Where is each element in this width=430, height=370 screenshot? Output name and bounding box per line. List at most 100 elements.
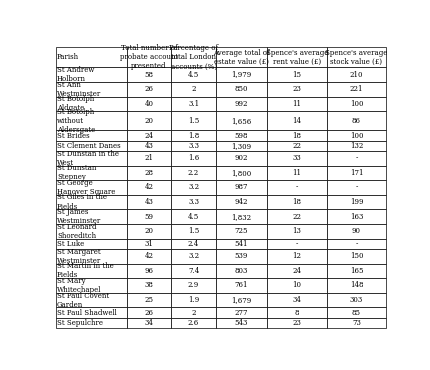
Bar [55, 209, 126, 224]
Text: St Luke: St Luke [57, 240, 84, 248]
Bar [326, 131, 385, 141]
Bar [171, 224, 215, 239]
Bar [215, 263, 267, 278]
Bar [215, 249, 267, 263]
Text: 543: 543 [234, 319, 248, 327]
Text: 992: 992 [234, 100, 248, 108]
Text: 987: 987 [234, 184, 248, 191]
Text: 20: 20 [144, 117, 153, 125]
Text: 150: 150 [349, 252, 362, 260]
Text: St Brides: St Brides [57, 132, 89, 139]
Text: 1.8: 1.8 [187, 132, 199, 139]
Text: 3.3: 3.3 [187, 142, 199, 150]
Text: St Dunstan
Stepney: St Dunstan Stepney [57, 164, 96, 181]
Text: St Ann
Westminster: St Ann Westminster [57, 81, 101, 98]
Text: 23: 23 [292, 85, 301, 93]
Bar [126, 278, 171, 293]
Text: 96: 96 [144, 267, 153, 275]
Bar [126, 307, 171, 318]
Text: 3.2: 3.2 [187, 252, 199, 260]
Bar [126, 180, 171, 195]
Bar [267, 209, 326, 224]
Text: 1,309: 1,309 [231, 142, 251, 150]
Text: 11: 11 [292, 100, 301, 108]
Text: -: - [354, 184, 357, 191]
Text: 1,979: 1,979 [231, 71, 251, 78]
Bar [215, 82, 267, 97]
Bar [326, 278, 385, 293]
Bar [171, 278, 215, 293]
Text: 34: 34 [292, 296, 301, 304]
Text: 1.5: 1.5 [187, 117, 199, 125]
Text: 541: 541 [234, 240, 248, 248]
Text: 11: 11 [292, 169, 301, 177]
Bar [267, 278, 326, 293]
Text: St George
Hanover Square: St George Hanover Square [57, 179, 115, 196]
Text: 12: 12 [292, 252, 301, 260]
Text: 1.6: 1.6 [187, 154, 199, 162]
Bar [215, 307, 267, 318]
Text: 171: 171 [349, 169, 362, 177]
Bar [55, 195, 126, 209]
Text: 22: 22 [292, 213, 301, 221]
Bar [55, 151, 126, 165]
Bar [326, 209, 385, 224]
Text: 20: 20 [144, 227, 153, 235]
Text: 58: 58 [144, 71, 153, 78]
Text: 1,800: 1,800 [231, 169, 251, 177]
Bar [55, 278, 126, 293]
Bar [326, 82, 385, 97]
Bar [171, 249, 215, 263]
Text: 8: 8 [294, 309, 298, 317]
Bar [267, 131, 326, 141]
Text: 85: 85 [351, 309, 360, 317]
Bar [171, 131, 215, 141]
Bar [267, 307, 326, 318]
Bar [267, 195, 326, 209]
Text: Spence's average
rent value (£): Spence's average rent value (£) [265, 49, 327, 66]
Bar [215, 278, 267, 293]
Bar [55, 47, 126, 67]
Bar [171, 209, 215, 224]
Text: 1.5: 1.5 [187, 227, 199, 235]
Bar [171, 293, 215, 307]
Bar [126, 131, 171, 141]
Text: 199: 199 [349, 198, 362, 206]
Text: 2.9: 2.9 [187, 282, 199, 289]
Text: 24: 24 [292, 267, 301, 275]
Bar [267, 263, 326, 278]
Text: 1.9: 1.9 [187, 296, 199, 304]
Bar [215, 97, 267, 111]
Text: 148: 148 [349, 282, 362, 289]
Bar [326, 165, 385, 180]
Text: 23: 23 [292, 319, 301, 327]
Text: 21: 21 [144, 154, 153, 162]
Bar [215, 224, 267, 239]
Bar [326, 318, 385, 328]
Bar [267, 97, 326, 111]
Text: 761: 761 [234, 282, 248, 289]
Text: St Leonard
Shoreditch: St Leonard Shoreditch [57, 223, 96, 240]
Text: -: - [354, 154, 357, 162]
Text: 132: 132 [349, 142, 362, 150]
Text: -: - [354, 240, 357, 248]
Text: 34: 34 [144, 319, 153, 327]
Bar [55, 263, 126, 278]
Text: 18: 18 [292, 198, 301, 206]
Bar [215, 67, 267, 82]
Bar [215, 209, 267, 224]
Text: 1,832: 1,832 [231, 213, 251, 221]
Text: 26: 26 [144, 85, 153, 93]
Bar [267, 165, 326, 180]
Text: 25: 25 [144, 296, 153, 304]
Bar [126, 249, 171, 263]
Bar [55, 318, 126, 328]
Text: St Andrew
Holborn: St Andrew Holborn [57, 66, 94, 83]
Bar [126, 263, 171, 278]
Bar [267, 239, 326, 249]
Text: -: - [295, 184, 298, 191]
Bar [326, 224, 385, 239]
Bar [326, 151, 385, 165]
Bar [267, 67, 326, 82]
Bar [267, 180, 326, 195]
